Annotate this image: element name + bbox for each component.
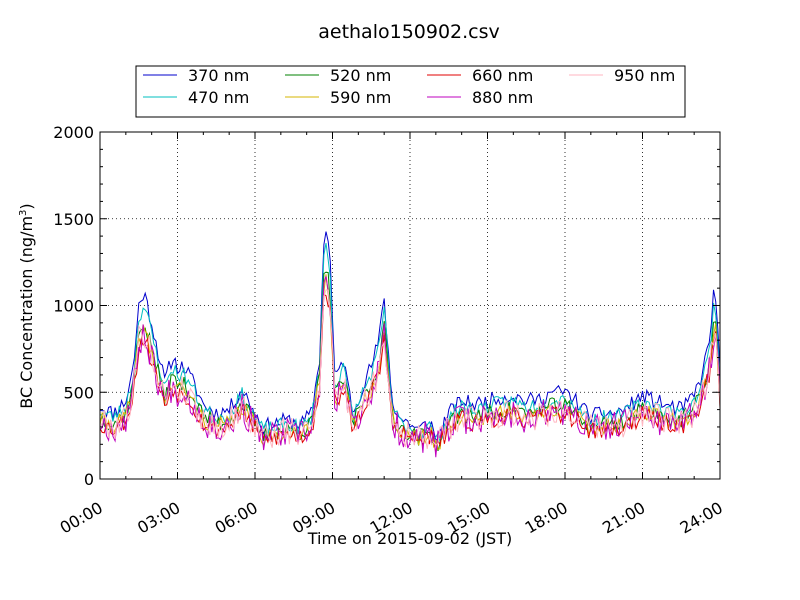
y-tick-label: 1500 xyxy=(53,210,94,229)
series-line-950-nm xyxy=(100,289,720,449)
legend-label: 520 nm xyxy=(330,66,391,85)
legend-label: 950 nm xyxy=(614,66,675,85)
x-tick-label: 24:00 xyxy=(677,498,726,538)
y-tick-label: 2000 xyxy=(53,123,94,142)
y-axis-label-close: ) xyxy=(17,203,36,209)
x-axis-label: Time on 2015-09-02 (JST) xyxy=(307,529,512,548)
x-tick-label: 18:00 xyxy=(522,498,571,538)
series-lines xyxy=(100,231,720,458)
legend-label: 370 nm xyxy=(188,66,249,85)
y-tick-labels: 0 500 1000 1500 2000 xyxy=(53,123,94,489)
series-line-470-nm xyxy=(100,243,720,444)
legend-label: 880 nm xyxy=(472,88,533,107)
y-axis-label-superscript: 3 xyxy=(18,210,29,216)
x-tick-label: 06:00 xyxy=(212,498,261,538)
series-line-660-nm xyxy=(100,293,720,454)
legend-label: 660 nm xyxy=(472,66,533,85)
x-tick-label: 00:00 xyxy=(57,498,106,538)
axis-ticks xyxy=(99,131,721,480)
y-tick-label: 500 xyxy=(63,383,94,402)
y-axis-label: BC Concentration (ng/m3) xyxy=(17,203,36,408)
legend: 370 nm 470 nm 520 nm 590 nm 660 nm 880 nm 950 … xyxy=(135,65,686,118)
y-tick-label: 0 xyxy=(84,470,94,489)
y-axis-label-main: BC Concentration (ng/m xyxy=(17,216,36,409)
y-tick-label: 1000 xyxy=(53,297,94,316)
legend-label: 470 nm xyxy=(188,88,249,107)
chart-title: aethalo150902.csv xyxy=(318,21,500,43)
x-tick-label: 21:00 xyxy=(599,498,648,538)
grid-lines xyxy=(100,132,720,479)
legend-label: 590 nm xyxy=(330,88,391,107)
x-tick-label: 03:00 xyxy=(134,498,183,538)
series-line-880-nm xyxy=(100,276,720,458)
